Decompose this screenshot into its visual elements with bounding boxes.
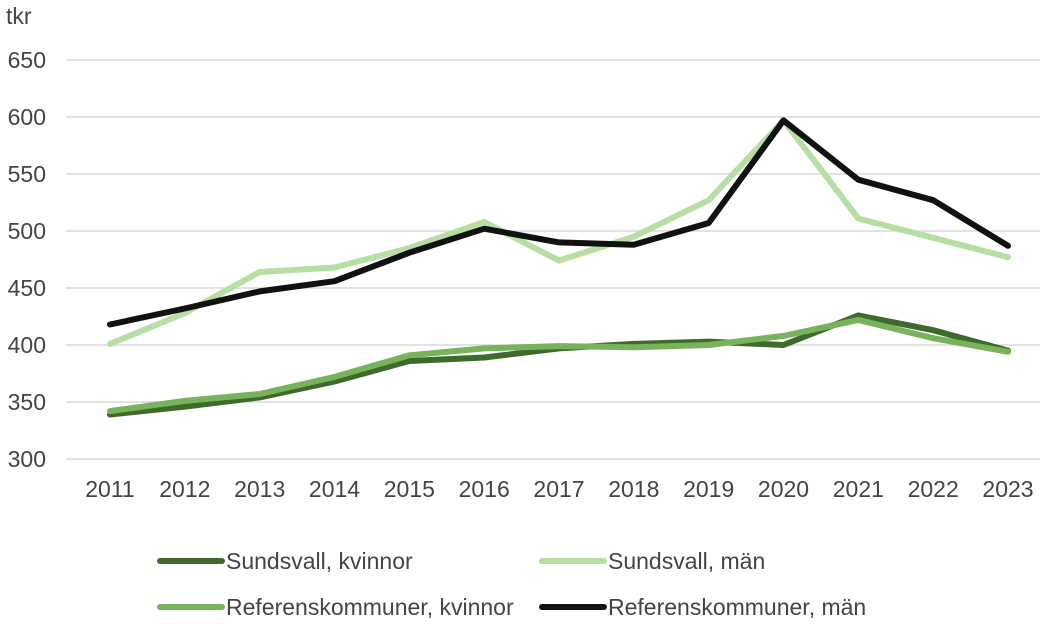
x-axis-ticks: 2011 2012 2013 2014 2015 2016 2017 2018 2019 2020… — [85, 476, 1033, 502]
y-tick-label: 500 — [8, 218, 46, 244]
series-lines — [107, 117, 1011, 418]
y-tick-label: 300 — [8, 446, 46, 472]
x-tick-label: 2013 — [234, 476, 285, 502]
x-tick-label: 2020 — [758, 476, 809, 502]
series-line-1 — [107, 312, 1011, 418]
legend: Sundsvall, kvinnor Sundsvall, män Referens… — [157, 548, 866, 620]
legend-label: Referenskommuner, kvinnor — [226, 594, 514, 620]
x-tick-label: 2021 — [833, 476, 884, 502]
x-tick-label: 2019 — [683, 476, 734, 502]
x-tick-label: 2015 — [384, 476, 435, 502]
y-tick-label: 350 — [8, 389, 46, 415]
y-tick-label: 400 — [8, 332, 46, 358]
legend-label: Sundsvall, män — [608, 548, 765, 574]
x-tick-label: 2012 — [159, 476, 210, 502]
y-axis-ticks: 300 350 400 450 500 550 600 650 — [8, 47, 46, 472]
legend-label: Referenskommuner, män — [608, 594, 866, 620]
x-tick-label: 2017 — [533, 476, 584, 502]
y-tick-label: 600 — [8, 104, 46, 130]
y-tick-label: 650 — [8, 47, 46, 73]
x-tick-label: 2016 — [459, 476, 510, 502]
series-line-4 — [107, 117, 1011, 328]
y-tick-label: 450 — [8, 275, 46, 301]
series-line-2 — [107, 117, 1011, 347]
y-axis-unit-label: tkr — [6, 3, 32, 29]
x-tick-label: 2018 — [608, 476, 659, 502]
series-line-3 — [107, 316, 1011, 415]
legend-label: Sundsvall, kvinnor — [226, 548, 413, 574]
x-tick-label: 2011 — [85, 476, 134, 502]
x-tick-label: 2014 — [309, 476, 360, 502]
x-tick-label: 2023 — [982, 476, 1033, 502]
y-tick-label: 550 — [8, 161, 46, 187]
x-tick-label: 2022 — [908, 476, 959, 502]
